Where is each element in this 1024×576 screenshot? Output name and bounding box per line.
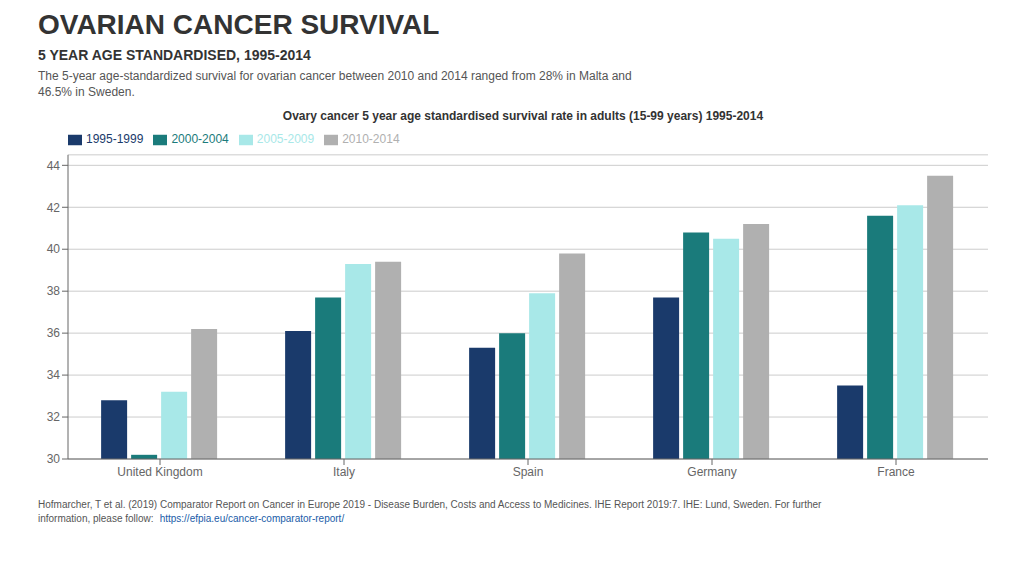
svg-text:United Kingdom: United Kingdom xyxy=(117,465,202,479)
html-text:Ovary cancer 5 year age standa: Ovary cancer 5 year age standardised sur… xyxy=(282,109,764,123)
svg-text:Spain: Spain xyxy=(513,465,544,479)
html-text:1995-1999: 1995-1999 xyxy=(86,132,144,146)
svg-text:France: France xyxy=(877,465,915,479)
html-text:https://efpia.eu/cancer-compar: https://efpia.eu/cancer-comparator-repor… xyxy=(159,513,345,524)
svg-text:40: 40 xyxy=(47,242,61,256)
svg-text:44: 44 xyxy=(47,159,61,173)
svg-text:Germany: Germany xyxy=(687,465,736,479)
html-text:Hofmarcher, T et al. (2019) Co: Hofmarcher, T et al. (2019) Comparator R… xyxy=(38,499,822,510)
svg-text:32: 32 xyxy=(47,410,61,424)
svg-text:30: 30 xyxy=(47,452,61,466)
html-text:5 YEAR AGE STANDARDISED, 1995-: 5 YEAR AGE STANDARDISED, 1995-2014 xyxy=(38,47,311,63)
html-text:2005-2009: 2005-2009 xyxy=(256,132,315,146)
svg-text:Italy: Italy xyxy=(333,465,355,479)
html-text:2000-2004: 2000-2004 xyxy=(171,132,229,146)
svg-text:42: 42 xyxy=(47,201,61,215)
svg-text:36: 36 xyxy=(47,326,61,340)
html-text:2010-2014: 2010-2014 xyxy=(342,132,400,146)
svg-text:38: 38 xyxy=(47,284,61,298)
html-text:OVARIAN CANCER SURVIVAL: OVARIAN CANCER SURVIVAL xyxy=(38,9,440,40)
svg-text:34: 34 xyxy=(47,368,61,382)
html-text:information, please follow:: information, please follow: xyxy=(38,513,154,524)
html-text:The 5-year age-standardized su: The 5-year age-standardized survival for… xyxy=(38,69,632,99)
